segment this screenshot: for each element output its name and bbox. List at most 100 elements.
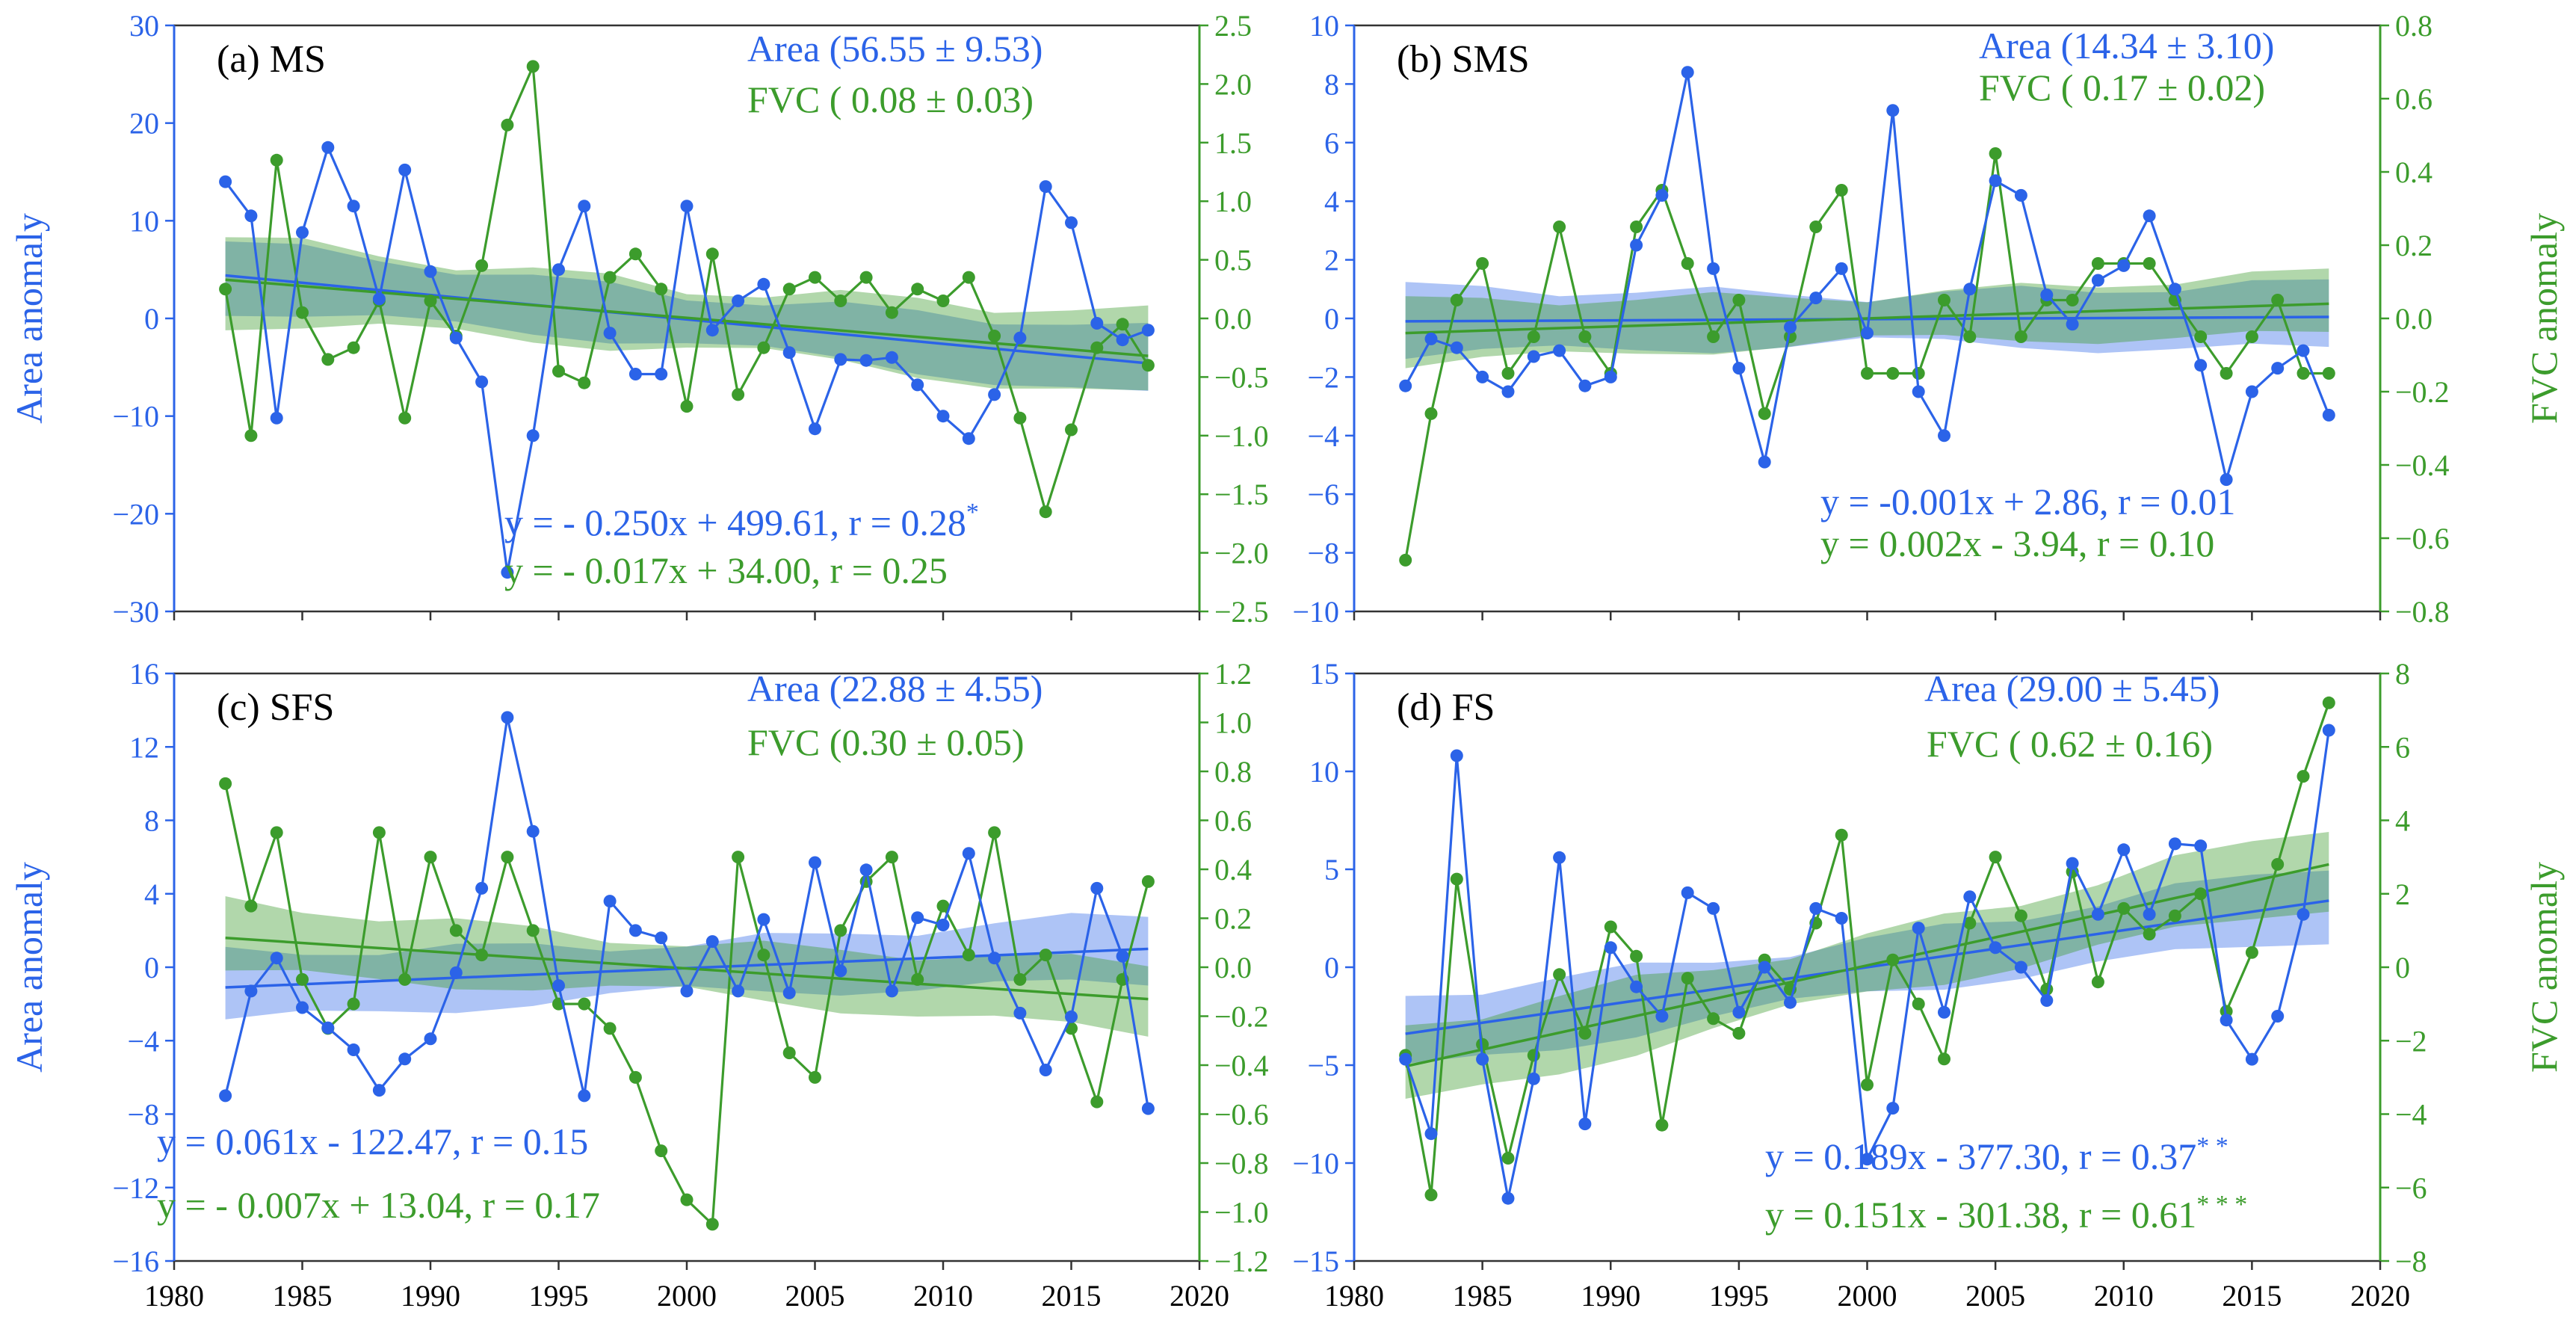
area-point-1995 bbox=[552, 979, 565, 993]
left-tick-label: 10 bbox=[1309, 9, 1339, 43]
fvc-point-2016 bbox=[1090, 341, 1104, 354]
area-point-2017 bbox=[2297, 344, 2310, 357]
fvc-point-1989 bbox=[1578, 330, 1592, 343]
left-tick-label: 16 bbox=[129, 657, 159, 691]
right-tick-label: −1.5 bbox=[1214, 478, 1269, 511]
area-point-1992 bbox=[475, 881, 489, 895]
fvc-point-1985 bbox=[1476, 257, 1489, 270]
area-point-2002 bbox=[732, 295, 745, 307]
area-point-2016 bbox=[2271, 362, 2285, 375]
fvc-point-1999 bbox=[655, 283, 668, 296]
area-point-2010 bbox=[2117, 843, 2131, 857]
fvc-point-1984 bbox=[270, 826, 283, 839]
area-point-2009 bbox=[2091, 907, 2104, 921]
fvc-point-1984 bbox=[1450, 872, 1463, 886]
fvc-point-1987 bbox=[1527, 330, 1540, 343]
x-tick-label: 2015 bbox=[1042, 1279, 1102, 1313]
fvc-point-2000 bbox=[1861, 367, 1874, 380]
fvc-point-2007 bbox=[859, 271, 873, 284]
area-point-2004 bbox=[1963, 283, 1977, 296]
area-point-2003 bbox=[1938, 429, 1950, 443]
area-point-2000 bbox=[1861, 1153, 1874, 1166]
x-tick-label: 1985 bbox=[273, 1279, 333, 1313]
left-tick-label: 4 bbox=[144, 878, 159, 911]
area-point-1994 bbox=[1707, 901, 1720, 915]
fvc-point-2017 bbox=[1116, 318, 1129, 331]
area-point-2015 bbox=[2245, 1052, 2258, 1066]
fvc-point-1997 bbox=[603, 271, 617, 284]
fvc-regression-equation: y = - 0.007x + 13.04, r = 0.17 bbox=[157, 1184, 600, 1226]
area-point-1990 bbox=[1604, 370, 1617, 383]
area-point-1996 bbox=[1758, 455, 1771, 469]
fvc-regression-equation: y = - 0.017x + 34.00, r = 0.25 bbox=[504, 549, 948, 591]
area-point-1997 bbox=[1784, 996, 1797, 1009]
area-point-1985 bbox=[296, 1001, 309, 1014]
fvc-point-2013 bbox=[1013, 411, 1027, 425]
panel-title: (a) MS bbox=[217, 38, 326, 81]
left-tick-label: 0 bbox=[1324, 951, 1339, 984]
fvc-point-2013 bbox=[1013, 972, 1027, 986]
fvc-point-1996 bbox=[1758, 407, 1771, 420]
left-tick-label: 2 bbox=[1324, 244, 1339, 277]
x-tick-label: 1990 bbox=[1581, 1279, 1640, 1313]
left-tick-label: −6 bbox=[1307, 478, 1339, 511]
area-point-2006 bbox=[2014, 960, 2027, 974]
fvc-point-1987 bbox=[347, 341, 360, 354]
x-tick-label: 2015 bbox=[2222, 1279, 2282, 1313]
fvc-point-1995 bbox=[552, 365, 565, 378]
area-point-2006 bbox=[834, 353, 847, 366]
area-point-1992 bbox=[475, 375, 489, 389]
area-point-2001 bbox=[1886, 104, 1900, 117]
fvc-point-1992 bbox=[475, 949, 489, 962]
area-point-2017 bbox=[2297, 907, 2310, 921]
fvc-point-1990 bbox=[424, 295, 437, 307]
fvc-point-2015 bbox=[2245, 946, 2258, 959]
fvc-point-2010 bbox=[936, 295, 950, 307]
fvc-point-1989 bbox=[398, 972, 412, 986]
area-point-2016 bbox=[2271, 1010, 2285, 1023]
area-point-1987 bbox=[347, 1043, 360, 1056]
area-point-1985 bbox=[1476, 1052, 1489, 1066]
right-tick-label: 2.5 bbox=[1214, 9, 1252, 43]
area-point-1988 bbox=[372, 292, 386, 306]
fvc-point-1990 bbox=[424, 851, 437, 864]
right-tick-label: −2.0 bbox=[1214, 537, 1269, 570]
right-tick-label: 0.5 bbox=[1214, 244, 1252, 277]
area-point-2008 bbox=[885, 351, 898, 364]
area-point-1993 bbox=[501, 711, 514, 724]
left-tick-label: 10 bbox=[129, 204, 159, 238]
x-tick-label: 2005 bbox=[785, 1279, 845, 1313]
fvc-point-2011 bbox=[2143, 257, 2156, 270]
right-axis-title: FVC anomaly bbox=[2523, 862, 2565, 1073]
fvc-point-1983 bbox=[244, 429, 258, 443]
panel-a: −30 −20 −10 0 10 20 30 −2.5 −2.0 −1.5 −1.0 −0.5 0.0 0… bbox=[8, 9, 1269, 629]
fvc-point-1991 bbox=[1630, 221, 1643, 233]
right-tick-label: −0.4 bbox=[2395, 448, 2450, 482]
area-point-2008 bbox=[885, 984, 898, 998]
area-point-2016 bbox=[1090, 881, 1104, 895]
area-point-2011 bbox=[962, 432, 975, 445]
fvc-point-1989 bbox=[398, 411, 412, 425]
right-tick-label: 1.0 bbox=[1214, 706, 1252, 740]
area-point-1998 bbox=[1809, 292, 1823, 305]
panel-d: −15 −10 −5 0 5 10 15 −8 −6 −4 −2 0 2 4 6 8 1980 1985 1990 1… bbox=[1292, 657, 2565, 1313]
left-axis-title: Area anomaly bbox=[8, 213, 50, 424]
area-point-2011 bbox=[2143, 209, 2156, 223]
area-point-2003 bbox=[757, 913, 770, 926]
area-point-1984 bbox=[1450, 749, 1463, 762]
right-tick-label: 2 bbox=[2395, 878, 2410, 911]
fvc-point-2015 bbox=[2245, 330, 2258, 343]
left-tick-label: −5 bbox=[1307, 1049, 1339, 1082]
fvc-point-1986 bbox=[1501, 367, 1515, 380]
area-point-2018 bbox=[2322, 724, 2335, 737]
left-tick-label: −15 bbox=[1292, 1245, 1339, 1278]
fvc-point-1993 bbox=[1681, 257, 1694, 270]
area-point-1998 bbox=[628, 368, 642, 380]
area-point-2000 bbox=[1861, 327, 1874, 340]
fvc-point-2002 bbox=[732, 388, 745, 401]
fvc-point-1985 bbox=[296, 306, 309, 319]
area-point-1995 bbox=[552, 263, 565, 277]
left-tick-label: −20 bbox=[112, 497, 159, 531]
fvc-trend-line bbox=[1405, 302, 2329, 335]
left-tick-label: −10 bbox=[1292, 1147, 1339, 1180]
